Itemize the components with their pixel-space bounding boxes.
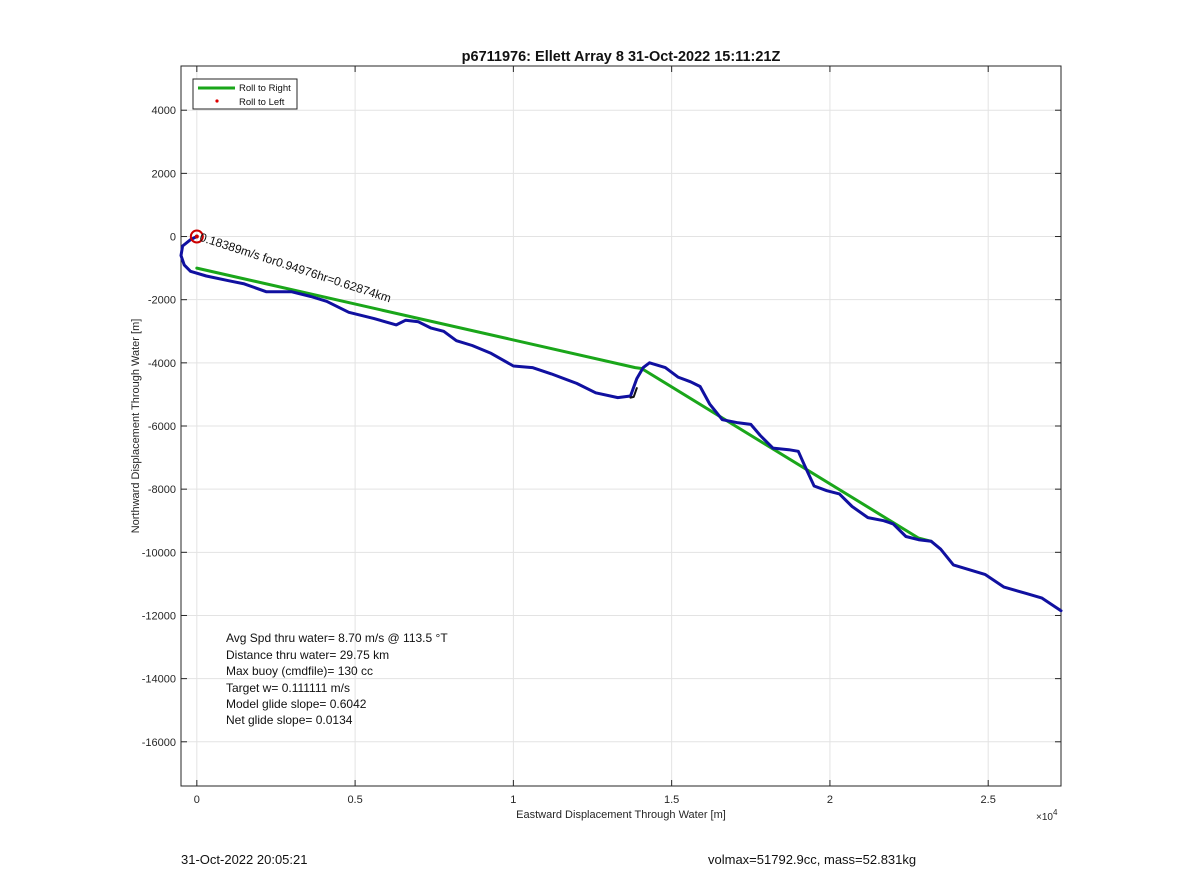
y-tick-label: 4000	[152, 105, 176, 117]
y-tick-label: -14000	[142, 674, 176, 686]
start-marker-dot	[194, 234, 199, 239]
y-tick-label: -4000	[148, 358, 176, 370]
stat-target-w: Target w= 0.111111 m/s	[226, 681, 350, 695]
x-tick-label: 0	[194, 794, 200, 806]
legend: Roll to Right Roll to Left	[192, 78, 298, 110]
ticks: 0 0.5 1 1.5 2 2.5 4000 2000 0 -2000 -4000 -6000 -800…	[142, 66, 1061, 806]
x-exponent-label: ×104	[1036, 808, 1058, 823]
stat-max-buoy: Max buoy (cmdfile)= 130 cc	[226, 664, 373, 678]
series-track-line	[179, 235, 1063, 613]
x-exponent-base: ×10	[1036, 812, 1053, 823]
series-roll-right-line	[195, 266, 933, 543]
y-tick-label: -12000	[142, 610, 176, 622]
y-axis-label: Northward Displacement Through Water [m]	[130, 319, 142, 534]
x-tick-label: 1	[510, 794, 516, 806]
stat-net-glide-slope: Net glide slope= 0.0134	[226, 713, 353, 727]
legend-label-roll-right: Roll to Right	[239, 83, 291, 94]
x-tick-label: 2	[827, 794, 833, 806]
legend-swatch-roll-left	[215, 99, 219, 103]
stats-annotations: Avg Spd thru water= 8.70 m/s @ 113.5 °T …	[226, 631, 448, 727]
y-tick-label: -16000	[142, 737, 176, 749]
stat-distance: Distance thru water= 29.75 km	[226, 648, 389, 662]
y-tick-label: -6000	[148, 421, 176, 433]
footer-timestamp: 31-Oct-2022 20:05:21	[181, 852, 308, 867]
markers	[189, 229, 204, 244]
chart-title: p6711976: Ellett Array 8 31-Oct-2022 15:…	[462, 49, 781, 65]
y-tick-label: 2000	[152, 168, 176, 180]
x-tick-label: 1.5	[664, 794, 679, 806]
footer-mass-info: volmax=51792.9cc, mass=52.831kg	[708, 852, 917, 867]
x-exponent-power: 4	[1053, 808, 1058, 817]
grid	[181, 66, 1061, 786]
start-marker	[189, 229, 204, 244]
y-tick-label: -10000	[142, 547, 176, 559]
stat-avg-speed: Avg Spd thru water= 8.70 m/s @ 113.5 °T	[226, 631, 448, 645]
legend-box	[192, 78, 298, 110]
y-tick-label: 0	[170, 232, 176, 244]
x-axis-label: Eastward Displacement Through Water [m]	[516, 809, 726, 821]
y-tick-label: -8000	[148, 484, 176, 496]
x-tick-label: 0.5	[347, 794, 362, 806]
series	[179, 235, 1063, 613]
y-tick-label: -2000	[148, 295, 176, 307]
x-tick-label: 2.5	[981, 794, 996, 806]
legend-label-roll-left: Roll to Left	[239, 97, 285, 108]
stat-model-glide-slope: Model glide slope= 0.6042	[226, 697, 367, 711]
series-track-segment	[629, 387, 638, 399]
